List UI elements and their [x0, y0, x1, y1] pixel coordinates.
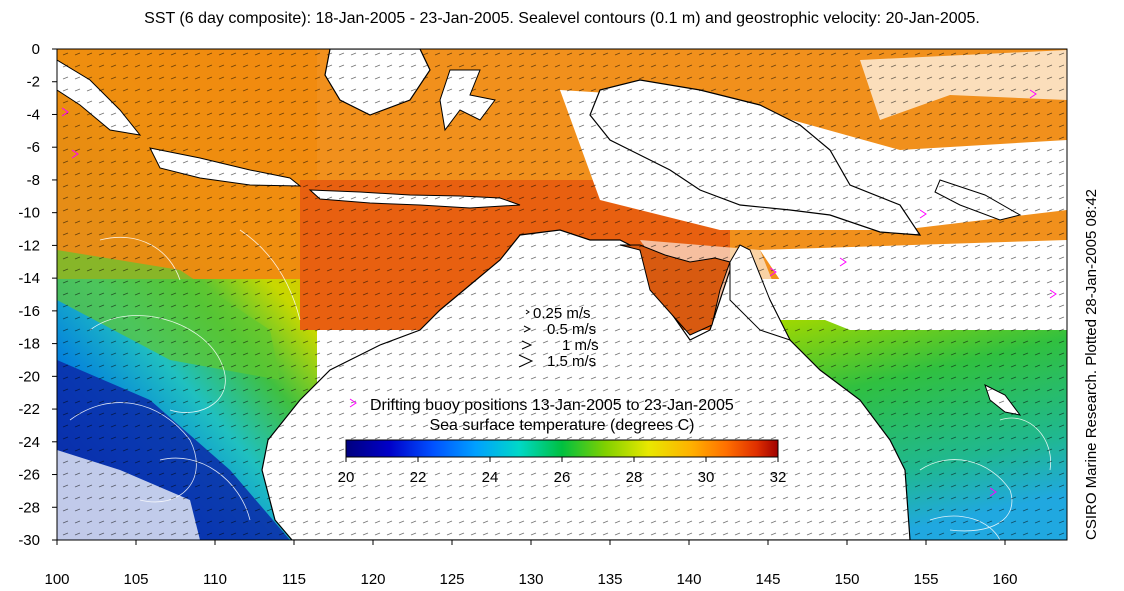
x-tick-label: 155	[913, 571, 938, 588]
velocity-arrow-0	[525, 309, 530, 315]
y-tick-label: -14	[18, 270, 40, 287]
velocity-label-1: 0.5 m/s	[547, 321, 596, 338]
colorbar-tick-label: 26	[554, 469, 571, 486]
buoy-legend: Drifting buoy positions 13-Jan-2005 to 2…	[349, 397, 734, 414]
velocity-arrow-1	[523, 325, 532, 333]
x-tick-label: 140	[676, 571, 701, 588]
y-tick-label: -4	[27, 106, 40, 123]
colorbar-title: Sea surface temperature (degrees C)	[429, 417, 694, 434]
y-tick-label: -28	[18, 499, 40, 516]
y-tick-label: -24	[18, 434, 40, 451]
y-tick-label: -2	[27, 74, 40, 91]
velocity-legend: 0.25 m/s 0.5 m/s 1 m/s 1.5 m/s	[518, 305, 599, 370]
y-tick-label: -18	[18, 336, 40, 353]
drifting-buoy-marks	[61, 89, 1057, 497]
y-axis: 0 -2 -4 -6 -8 -10 -12 -14 -16 -18 -20 -22 -24 -26 -28 -…	[18, 41, 57, 549]
x-tick-label: 150	[834, 571, 859, 588]
x-axis: 100 105 110 115 120 125 130 135 140 145 150 155 160	[44, 540, 1018, 588]
colorbar-tick-label: 28	[626, 469, 643, 486]
colorbar: Sea surface temperature (degrees C) 20 22…	[338, 417, 787, 486]
colorbar-gradient	[345, 439, 779, 458]
velocity-label-3: 1.5 m/s	[547, 353, 596, 370]
x-tick-label: 110	[203, 571, 227, 588]
x-tick-label: 135	[597, 571, 622, 588]
y-tick-label: -30	[18, 532, 40, 549]
velocity-label-0: 0.25 m/s	[533, 305, 591, 322]
colorbar-tick-label: 20	[338, 469, 355, 486]
buoy-legend-marker	[349, 398, 357, 408]
credit-text: CSIRO Marine Research. Plotted 28-Jan-20…	[1083, 188, 1100, 540]
y-tick-label: -10	[18, 205, 40, 222]
plot-frame	[56, 48, 1068, 541]
x-tick-label: 125	[439, 571, 464, 588]
x-tick-label: 105	[123, 571, 148, 588]
colorbar-tick-label: 22	[410, 469, 427, 486]
colorbar-tick-label: 24	[482, 469, 499, 486]
map-title: SST (6 day composite): 18-Jan-2005 - 23-…	[144, 10, 980, 27]
y-tick-label: -22	[18, 401, 40, 418]
velocity-arrow-2	[521, 340, 533, 350]
x-tick-label: 120	[360, 571, 385, 588]
buoy-legend-label: Drifting buoy positions 13-Jan-2005 to 2…	[370, 397, 734, 414]
x-tick-label: 130	[518, 571, 543, 588]
y-tick-label: -12	[18, 237, 40, 254]
velocity-label-2: 1 m/s	[562, 337, 599, 354]
x-tick-label: 100	[44, 571, 69, 588]
colorbar-ticks: 20 22 24 26 28 30 32	[338, 457, 787, 486]
velocity-arrow-3	[518, 354, 534, 368]
x-tick-label: 160	[992, 571, 1017, 588]
geostrophic-velocity-vectors	[57, 49, 1067, 540]
colorbar-tick-label: 30	[698, 469, 715, 486]
y-tick-label: -6	[27, 139, 40, 156]
x-tick-label: 145	[755, 571, 780, 588]
x-tick-label: 115	[282, 571, 306, 588]
y-tick-label: 0	[32, 41, 40, 58]
colorbar-tick-label: 32	[770, 469, 787, 486]
y-tick-label: -16	[18, 303, 40, 320]
y-tick-label: -8	[27, 172, 40, 189]
y-tick-label: -20	[18, 368, 40, 385]
y-tick-label: -26	[18, 467, 40, 484]
